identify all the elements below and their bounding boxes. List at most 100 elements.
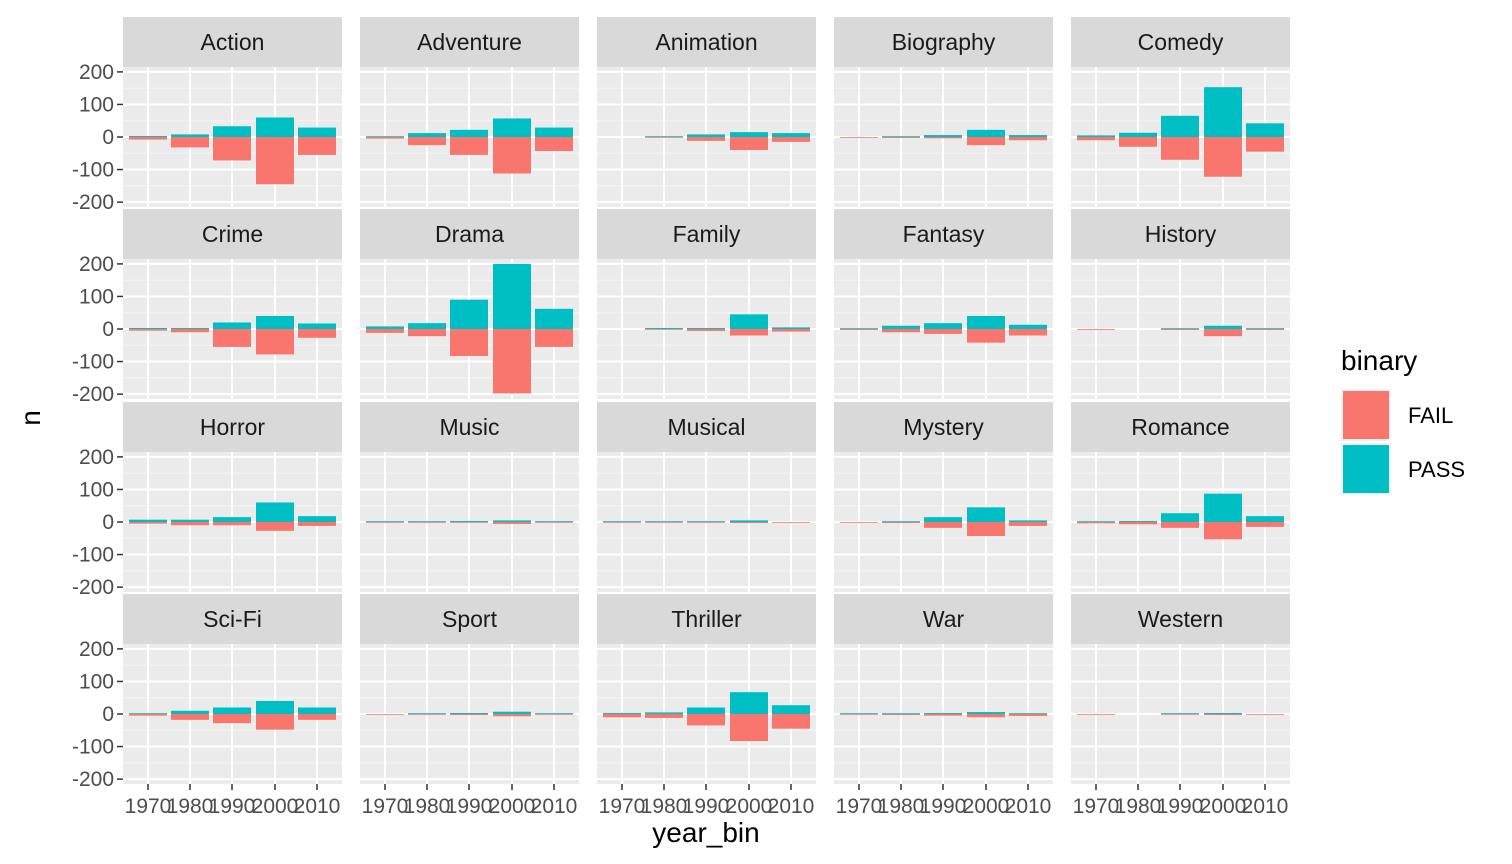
bar-pass-1990 (1161, 513, 1199, 522)
bar-fail-1980 (882, 137, 920, 138)
bar-pass-2010 (772, 327, 810, 329)
bar-pass-1980 (1119, 521, 1157, 522)
bar-pass-1990 (687, 521, 725, 522)
x-tick-label: 2000 (963, 795, 1010, 818)
bar-fail-1980 (1119, 137, 1157, 147)
facet-fantasy: Fantasy (834, 209, 1053, 399)
x-tick-label: 2000 (726, 795, 773, 818)
bar-fail-1980 (171, 137, 209, 148)
bar-pass-1970 (366, 521, 404, 522)
y-tick-label: 0 (102, 318, 114, 341)
legend-label-fail: FAIL (1408, 403, 1453, 428)
bar-fail-2010 (535, 714, 573, 715)
bar-fail-2000 (256, 137, 294, 185)
bar-fail-1990 (687, 329, 725, 331)
bar-fail-2000 (967, 714, 1005, 718)
bar-fail-2000 (967, 522, 1005, 536)
bar-pass-1980 (408, 713, 446, 714)
bar-pass-2000 (967, 507, 1005, 522)
y-tick-label: 0 (102, 511, 114, 534)
bar-fail-2000 (493, 137, 531, 174)
bar-pass-2000 (730, 520, 768, 522)
bar-fail-2010 (772, 522, 810, 523)
facet-animation: Animation (597, 17, 816, 207)
bar-pass-2000 (493, 711, 531, 714)
bar-fail-2010 (772, 714, 810, 729)
bar-pass-1970 (1077, 135, 1115, 137)
bar-pass-2010 (772, 705, 810, 714)
x-tick-label: 2010 (294, 795, 341, 818)
facet-history: History (1071, 209, 1290, 399)
bar-pass-1970 (129, 328, 167, 329)
bar-fail-2010 (772, 329, 810, 332)
facet-strip-label: War (923, 606, 965, 632)
facet-crime: Crime (123, 209, 342, 399)
bar-pass-1990 (924, 323, 962, 329)
bar-pass-1970 (603, 713, 641, 714)
y-tick-label: -200 (72, 383, 114, 406)
bar-pass-2010 (298, 323, 336, 329)
x-tick-label: 1990 (920, 795, 967, 818)
bar-fail-2010 (1009, 522, 1047, 526)
y-tick-label: 100 (79, 670, 114, 693)
x-tick-label: 2000 (489, 795, 536, 818)
facet-strip (834, 402, 1053, 452)
facet-mystery: Mystery (834, 402, 1053, 592)
x-tick-label: 1980 (878, 795, 925, 818)
facet-strip-label: Action (201, 29, 265, 55)
bar-fail-1970 (1077, 522, 1115, 524)
bar-pass-2010 (535, 127, 573, 137)
y-tick-label: 100 (79, 93, 114, 116)
facet-strip (123, 209, 342, 259)
bar-fail-1990 (450, 522, 488, 523)
y-tick-label: -200 (72, 576, 114, 599)
bar-pass-1980 (882, 325, 920, 329)
bar-pass-2000 (1204, 325, 1242, 329)
bar-fail-1980 (408, 137, 446, 146)
bar-fail-1980 (645, 522, 683, 523)
bar-pass-1980 (645, 328, 683, 329)
y-tick-label: 0 (102, 126, 114, 149)
bar-pass-2000 (730, 692, 768, 714)
x-axis-title: year_bin (652, 817, 759, 848)
bar-pass-2000 (730, 314, 768, 329)
facet-drama: Drama (360, 209, 579, 399)
y-tick-label: 200 (79, 61, 114, 84)
bar-pass-1980 (171, 134, 209, 137)
bar-fail-2010 (1246, 522, 1284, 527)
bar-fail-1990 (924, 137, 962, 139)
bar-fail-2000 (1204, 714, 1242, 715)
bar-pass-1980 (645, 712, 683, 714)
bar-fail-1980 (645, 137, 683, 138)
x-tick-label: 1970 (836, 795, 883, 818)
bar-fail-2010 (1009, 137, 1047, 141)
facet-sci-fi: Sci-Fi (123, 594, 342, 784)
facet-strip (597, 402, 816, 452)
bar-fail-1970 (840, 329, 878, 330)
facet-strip (1071, 17, 1290, 67)
bar-pass-1970 (366, 136, 404, 137)
bar-pass-1980 (882, 713, 920, 714)
bar-pass-1980 (882, 136, 920, 137)
x-tick-label: 1970 (362, 795, 409, 818)
bar-fail-1970 (129, 714, 167, 716)
facet-strip (123, 17, 342, 67)
y-tick-label: 200 (79, 253, 114, 276)
facet-strip-label: Thriller (671, 606, 742, 632)
bar-fail-2000 (730, 714, 768, 742)
bar-pass-2000 (1204, 713, 1242, 714)
bar-pass-2000 (967, 315, 1005, 329)
y-tick-label: -100 (72, 544, 114, 567)
facet-strip-label: Sport (442, 606, 498, 632)
x-tick-label: 1990 (446, 795, 493, 818)
bar-fail-1970 (840, 522, 878, 523)
bar-fail-1980 (645, 329, 683, 330)
bar-pass-1990 (450, 713, 488, 714)
bar-pass-1980 (645, 136, 683, 137)
bar-pass-1990 (1161, 713, 1199, 714)
facet-horror: Horror (123, 402, 342, 592)
bar-pass-1990 (213, 517, 251, 522)
bar-pass-2000 (493, 263, 531, 329)
bar-fail-1980 (408, 522, 446, 523)
bar-pass-2010 (1009, 713, 1047, 714)
